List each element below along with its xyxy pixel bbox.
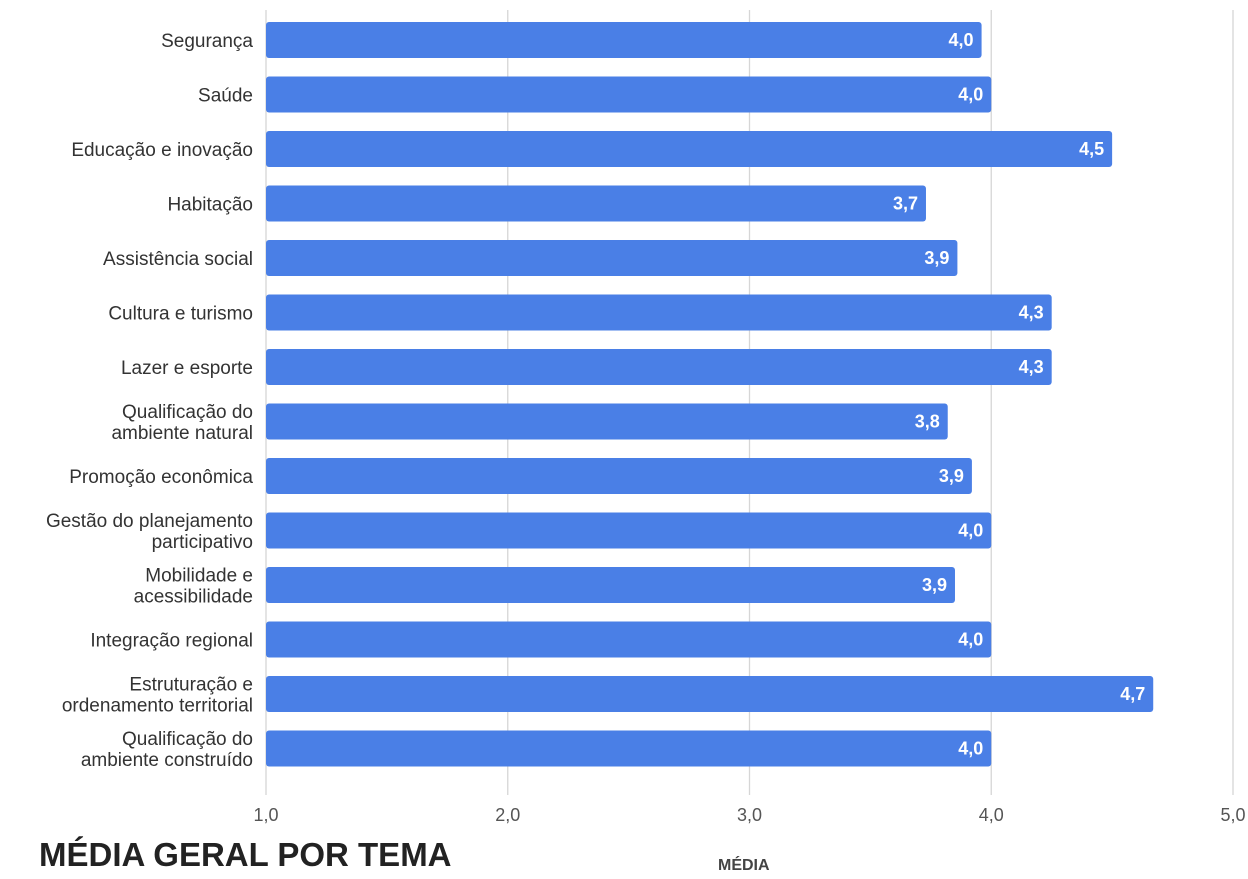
bars — [266, 22, 1154, 767]
bar-value-label: 4,3 — [1019, 303, 1044, 323]
bar-value-label: 4,0 — [958, 630, 983, 650]
x-axis-ticks: 1,0 2,0 3,0 4,0 5,0 — [253, 805, 1245, 825]
bar-value-label: 4,0 — [958, 739, 983, 759]
bar-value-label: 4,0 — [958, 521, 983, 541]
category-label: Estruturação e ordenamento territorial — [62, 675, 253, 717]
bar — [266, 22, 982, 58]
bar-value-label: 4,7 — [1120, 684, 1145, 704]
category-label: Gestão do planejamento participativo — [46, 511, 253, 553]
bar — [266, 621, 992, 658]
bar — [266, 349, 1052, 385]
x-tick-label: 3,0 — [737, 805, 762, 825]
bar — [266, 294, 1052, 331]
bar — [266, 185, 926, 222]
bar — [266, 676, 1154, 712]
chart-title: MÉDIA GERAL POR TEMA — [39, 836, 452, 873]
bar-value-label: 4,3 — [1019, 357, 1044, 377]
category-label: Qualificação do ambiente natural — [111, 402, 253, 444]
category-label: Promoção econômica — [69, 467, 253, 488]
bar — [266, 76, 992, 113]
bar-value-label: 3,8 — [915, 412, 940, 432]
bar — [266, 512, 992, 549]
bar-value-label: 4,0 — [949, 30, 974, 50]
x-axis-title: MÉDIA — [718, 857, 770, 874]
bar — [266, 567, 955, 603]
category-label: Habitação — [167, 195, 253, 216]
bar — [266, 458, 972, 494]
bar-value-label: 4,0 — [958, 85, 983, 105]
x-tick-label: 5,0 — [1220, 805, 1245, 825]
bar-value-label: 3,9 — [924, 248, 949, 268]
bar — [266, 240, 958, 276]
category-label: Lazer e esporte — [121, 358, 253, 379]
x-tick-label: 1,0 — [253, 805, 278, 825]
bar — [266, 730, 992, 767]
bar-value-label: 3,7 — [893, 194, 918, 214]
category-label: Segurança — [161, 31, 253, 52]
bar-value-label: 3,9 — [922, 575, 947, 595]
category-label: Mobilidade e acessibilidade — [134, 566, 253, 608]
bar — [266, 403, 948, 440]
category-label: Educação e inovação — [71, 140, 253, 161]
category-label: Cultura e turismo — [108, 304, 253, 325]
category-labels: Segurança Saúde Educação e inovação Habitaç… — [46, 31, 253, 771]
x-tick-label: 4,0 — [979, 805, 1004, 825]
bar-value-label: 3,9 — [939, 466, 964, 486]
bar-value-label: 4,5 — [1079, 139, 1104, 159]
x-tick-label: 2,0 — [495, 805, 520, 825]
category-label: Saúde — [198, 86, 253, 107]
category-label: Assistência social — [103, 249, 253, 270]
category-label: Integração regional — [90, 631, 253, 652]
category-label: Qualificação do ambiente construído — [81, 729, 253, 771]
bar — [266, 131, 1113, 167]
value-labels: 4,0 4,0 4,5 3,7 3,9 4,3 4,3 3,8 3,9 4,0 3,9 4,0 4,7 4… — [893, 30, 1145, 759]
